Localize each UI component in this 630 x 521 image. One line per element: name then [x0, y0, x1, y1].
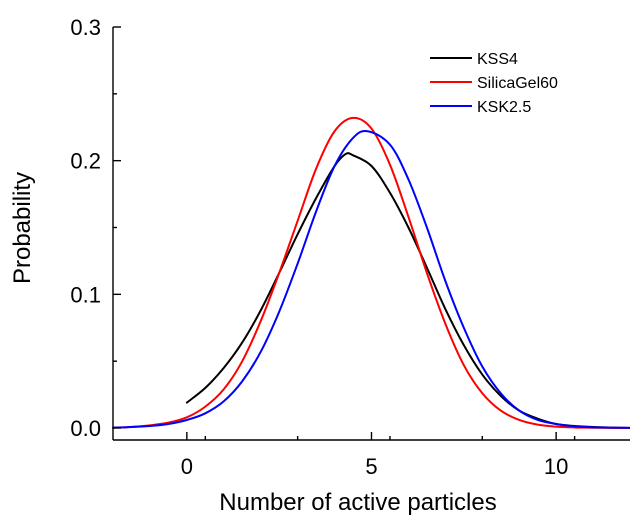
y-tick-label: 0.0 — [70, 416, 101, 441]
y-tick-label: 0.1 — [70, 282, 101, 307]
series-line-ksk2-5 — [112, 129, 630, 429]
legend-label: SilicaGel60 — [477, 75, 558, 92]
ticks: 0.0 0.1 0.2 0.3 0 5 10 — [70, 15, 576, 479]
legend-label: KSS4 — [477, 51, 518, 68]
y-axis-label: Probability — [9, 172, 36, 284]
y-tick-label: 0.3 — [70, 15, 101, 40]
x-tick-label: 5 — [365, 454, 377, 479]
x-tick-label: 10 — [544, 454, 568, 479]
legend: KSS4 SilicaGel60 KSK2.5 — [430, 51, 558, 116]
series-line-kss4 — [185, 152, 630, 429]
x-tick-label: 0 — [181, 454, 193, 479]
x-axis-label: Number of active particles — [219, 489, 496, 516]
legend-label: KSK2.5 — [477, 99, 531, 116]
plot-area — [112, 116, 630, 429]
series-line-silicagel60 — [112, 116, 630, 429]
y-tick-label: 0.2 — [70, 149, 101, 174]
